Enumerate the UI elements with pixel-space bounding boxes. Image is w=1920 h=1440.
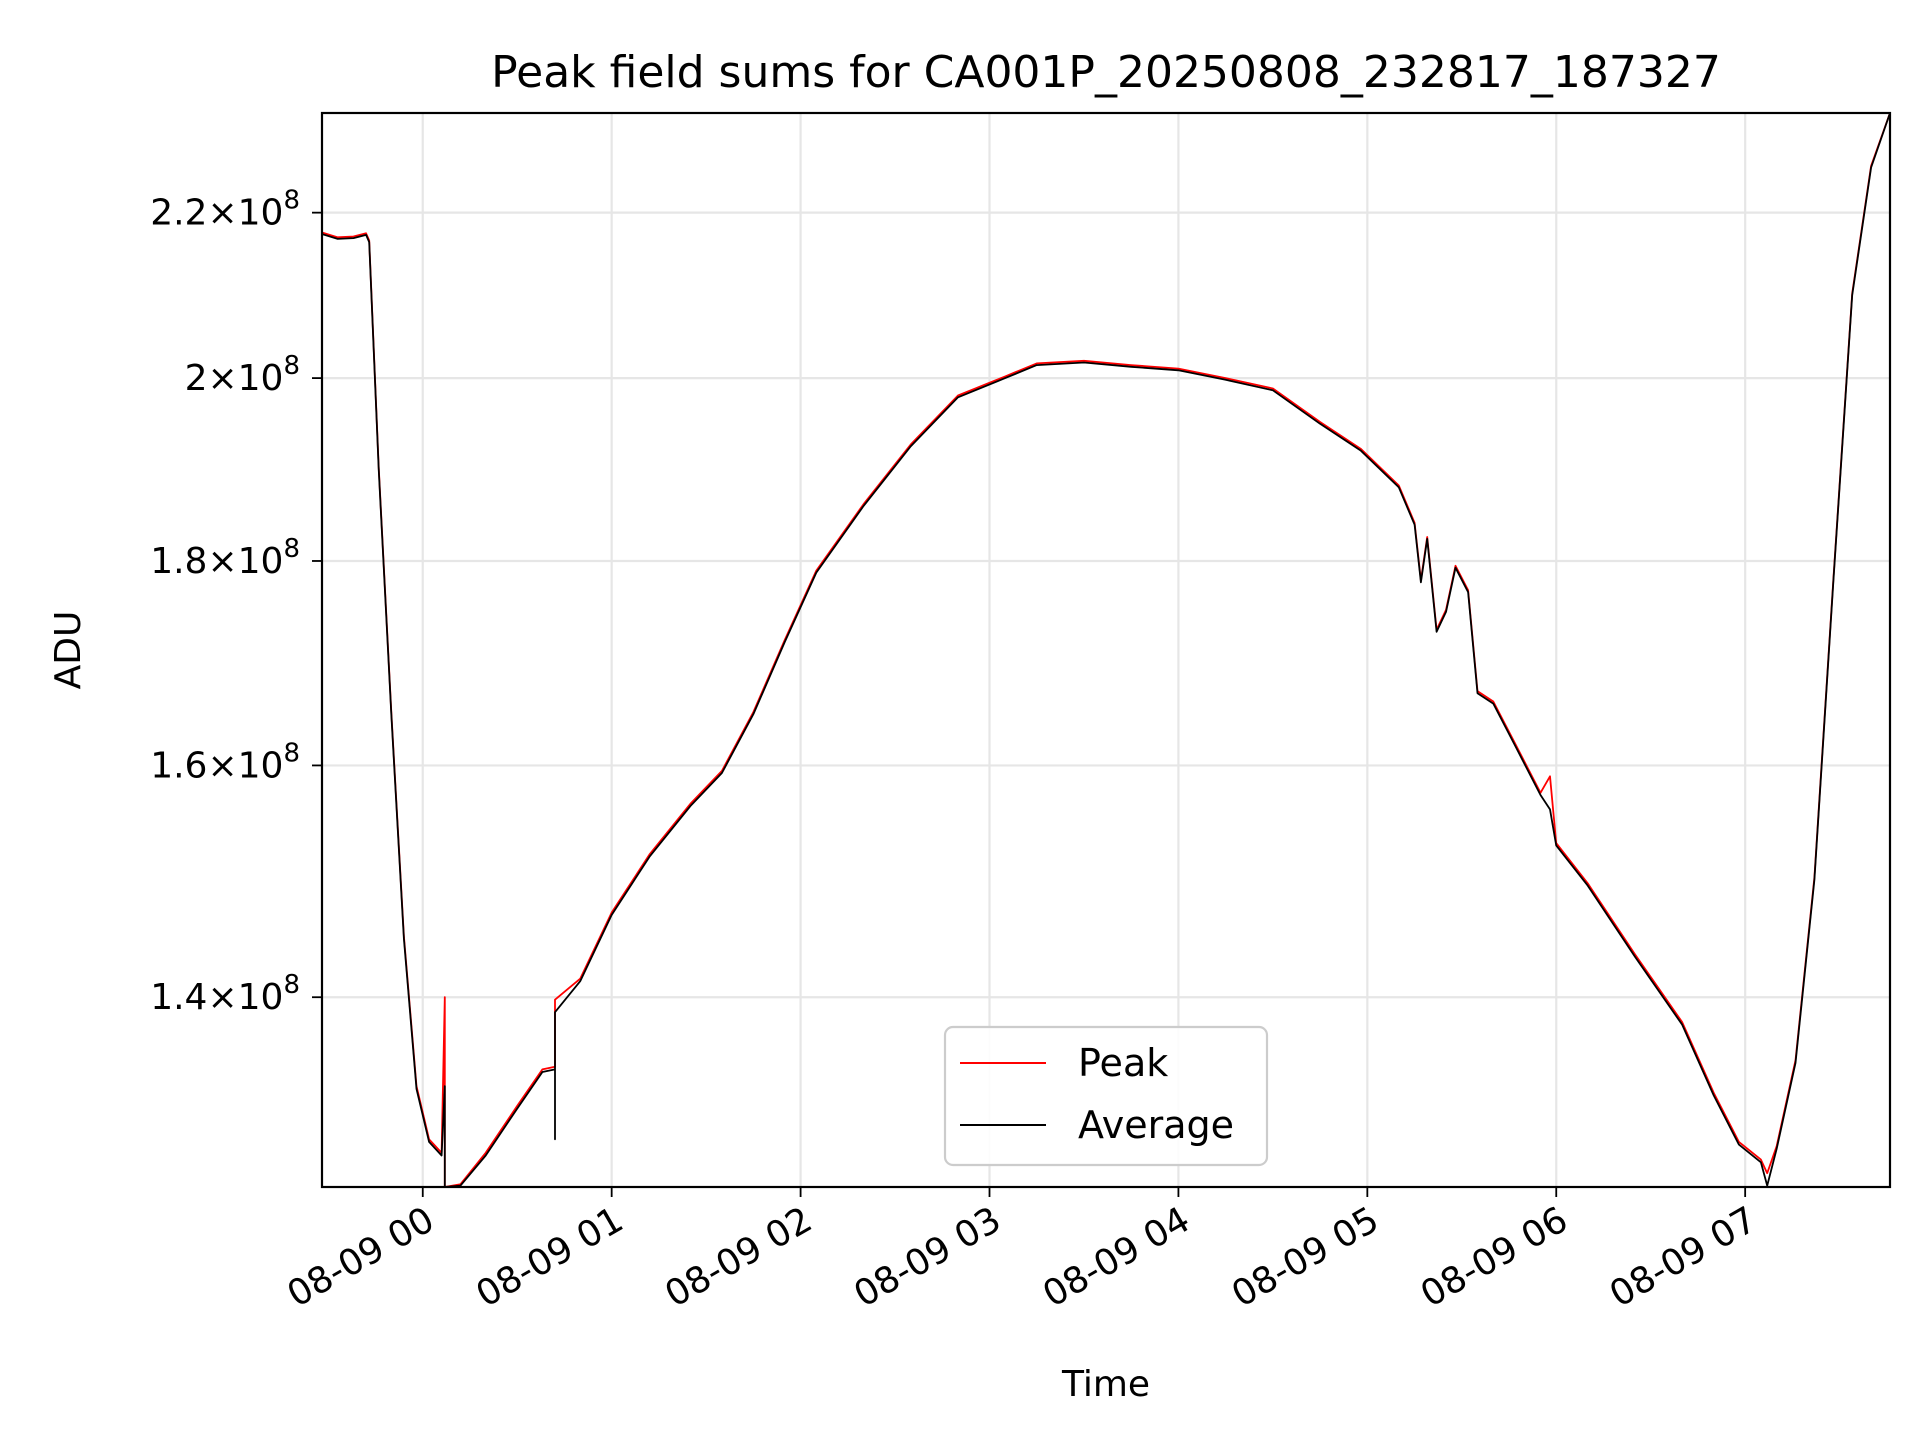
- y-axis-label: ADU: [48, 611, 89, 690]
- series-line-average: [322, 113, 1890, 1187]
- series-line-peak: [322, 113, 1890, 1187]
- x-axis-label: Time: [1061, 1364, 1150, 1405]
- chart-title: Peak field sums for CA001P_20250808_2328…: [491, 47, 1721, 98]
- legend-label-peak: Peak: [1078, 1041, 1168, 1085]
- y-tick-label: 2×108: [185, 351, 300, 399]
- y-axis: 1.4×108 1.6×108 1.8×108 2×108 2.2×108: [150, 186, 322, 1018]
- grid-lines: [322, 113, 1890, 1187]
- legend-label-average: Average: [1078, 1103, 1234, 1147]
- legend-box: [943, 1025, 1269, 1167]
- y-tick-label: 1.8×108: [150, 534, 300, 582]
- y-tick-label: 1.6×108: [150, 738, 300, 786]
- plot-frame: [320, 111, 1892, 1189]
- y-tick-label: 2.2×108: [150, 186, 300, 234]
- y-tick-label: 1.4×108: [150, 970, 300, 1018]
- legend: Peak Average: [943, 1025, 1269, 1167]
- series-layer: [322, 113, 1890, 1187]
